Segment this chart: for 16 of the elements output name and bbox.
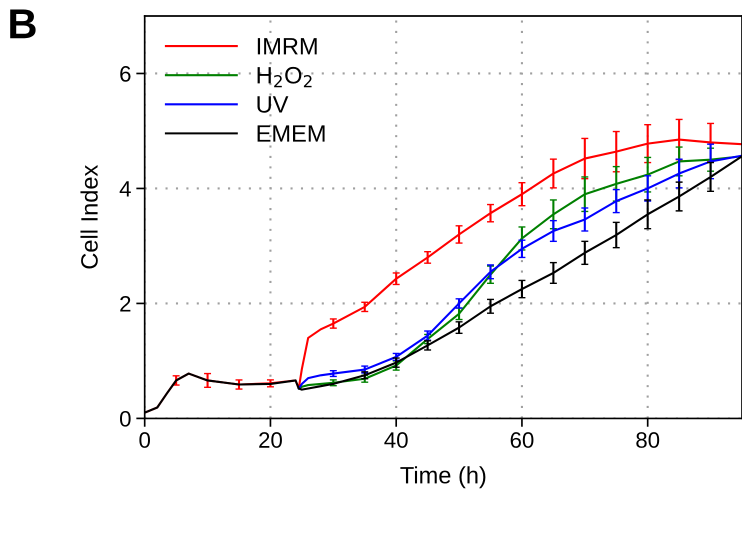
x-tick-label: 20 [259, 432, 282, 448]
x-tick-label: 40 [384, 432, 408, 448]
x-tick-label: 60 [510, 432, 534, 448]
x-axis-title: Time (h) [400, 466, 486, 488]
legend-label: EMEM [258, 125, 325, 142]
legend-label: H$_{2}$O$_{2}$ [258, 66, 312, 88]
y-tick-label: 4 [120, 181, 131, 197]
y-axis-title: Cell Index [80, 164, 98, 268]
text: B [10, 10, 36, 38]
y-tick-label: 0 [120, 410, 131, 427]
y-tick-label: 6 [120, 66, 131, 82]
y-tick-label: 2 [120, 296, 130, 312]
legend-label: UV [257, 96, 288, 113]
x-tick-label: 80 [636, 432, 660, 448]
x-tick-label: 0 [139, 432, 150, 448]
legend-label: IMRM [258, 38, 317, 54]
